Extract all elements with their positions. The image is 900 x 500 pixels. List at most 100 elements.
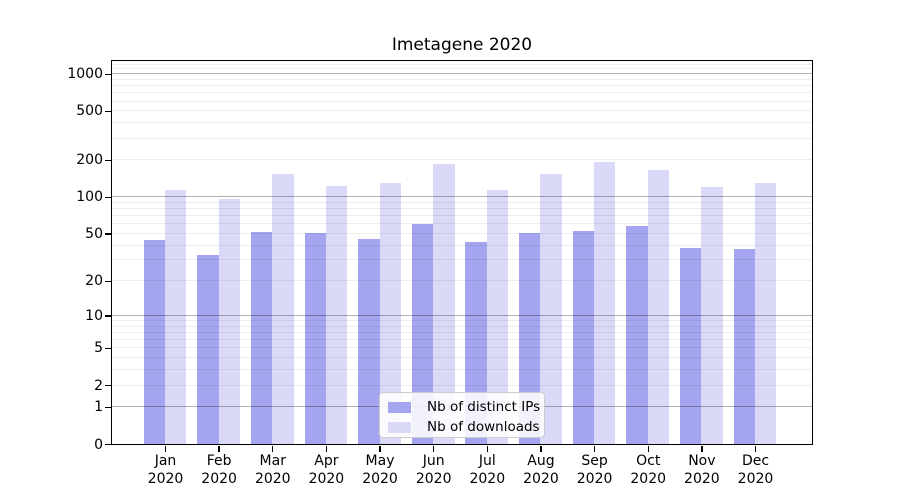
x-tick-label-dec: Dec 2020 <box>719 453 791 488</box>
month-label: May <box>365 453 395 469</box>
month-label: Sep <box>581 453 608 469</box>
bar-downloads-nov <box>701 187 723 444</box>
y-tick-mark <box>105 280 111 283</box>
year-label: 2020 <box>576 470 613 487</box>
x-tick-mark <box>272 446 274 452</box>
y-tick-label: 100 <box>76 189 103 206</box>
bar-distinct-ips-jan <box>143 240 165 444</box>
bar-downloads-mar <box>272 174 294 444</box>
y-tick-label: 500 <box>76 103 103 120</box>
bar-distinct-ips-jun <box>411 223 434 444</box>
bar-distinct-ips-mar <box>250 232 273 444</box>
year-label: 2020 <box>147 470 184 487</box>
x-tick-mark <box>325 446 328 452</box>
bar-downloads-jun <box>433 163 455 444</box>
legend-swatch-downloads-icon <box>388 421 411 433</box>
month-label: Aug <box>527 453 555 469</box>
legend-item-downloads: Nb of downloads <box>386 417 540 437</box>
x-tick-mark <box>754 446 757 452</box>
y-tick-label: 200 <box>76 152 103 169</box>
bar-distinct-ips-sep <box>572 231 595 444</box>
year-label: 2020 <box>630 470 667 487</box>
x-tick-mark <box>432 446 435 452</box>
y-tick-label: 50 <box>85 225 103 242</box>
month-label: Feb <box>206 453 232 469</box>
bar-distinct-ips-may <box>358 238 380 444</box>
month-label: Jun <box>422 453 445 469</box>
x-tick-label-oct: Oct 2020 <box>612 453 684 488</box>
x-tick-label-nov: Nov 2020 <box>666 453 738 488</box>
x-tick-mark <box>218 446 220 452</box>
y-tick-mark <box>105 73 111 75</box>
y-tick-label: 5 <box>94 340 103 357</box>
bar-downloads-jan <box>165 190 187 444</box>
y-tick-label: 2 <box>94 377 103 394</box>
x-tick-mark <box>593 446 596 452</box>
bar-downloads-sep <box>594 162 616 444</box>
bar-downloads-dec <box>754 183 777 444</box>
y-tick-mark <box>105 159 111 161</box>
x-tick-label-jul: Jul 2020 <box>451 453 523 488</box>
y-tick-mark <box>105 384 111 387</box>
year-label: 2020 <box>254 470 291 487</box>
x-tick-label-mar: Mar 2020 <box>237 453 309 488</box>
year-label: 2020 <box>684 470 720 487</box>
y-tick-mark <box>105 315 111 317</box>
y-tick-mark <box>105 406 111 409</box>
year-label: 2020 <box>415 470 452 487</box>
y-tick-label: 0 <box>94 436 103 453</box>
y-tick-mark <box>105 443 111 446</box>
month-label: Jan <box>154 453 177 469</box>
x-tick-label-feb: Feb 2020 <box>183 453 255 488</box>
y-tick-label: 10 <box>85 308 103 324</box>
year-label: 2020 <box>469 470 506 487</box>
month-label: Oct <box>636 453 661 469</box>
year-label: 2020 <box>362 470 398 487</box>
y-tick-mark <box>105 110 111 113</box>
x-tick-mark <box>486 446 488 452</box>
bar-distinct-ips-feb <box>197 255 219 444</box>
bar-distinct-ips-aug <box>519 233 541 444</box>
month-label: Apr <box>314 453 339 469</box>
x-tick-label-aug: Aug 2020 <box>505 453 577 488</box>
x-tick-mark <box>701 446 703 452</box>
month-label: Nov <box>688 453 716 469</box>
legend-swatch-distinct-ips-icon <box>388 401 411 413</box>
legend: Nb of distinct IPs Nb of downloads <box>379 392 545 438</box>
year-label: 2020 <box>737 470 774 487</box>
y-tick-label: 1 <box>94 399 103 416</box>
x-tick-mark <box>164 446 167 452</box>
y-tick-label: 1000 <box>67 66 103 83</box>
year-label: 2020 <box>523 470 559 487</box>
bar-downloads-may <box>379 183 401 444</box>
bar-distinct-ips-oct <box>626 225 648 444</box>
bar-distinct-ips-dec <box>733 249 755 444</box>
legend-item-distinct-ips: Nb of distinct IPs <box>386 397 540 417</box>
y-tick-label: 20 <box>85 273 103 290</box>
month-label: Jul <box>478 453 496 469</box>
x-tick-mark <box>647 446 649 452</box>
x-tick-label-jun: Jun 2020 <box>398 453 470 488</box>
month-label: Mar <box>259 453 286 469</box>
bar-downloads-feb <box>218 199 241 444</box>
y-tick-mark <box>105 196 111 198</box>
chart-title: Imetagene 2020 <box>391 35 533 55</box>
x-tick-label-may: May 2020 <box>344 453 416 488</box>
bar-distinct-ips-nov <box>679 247 702 444</box>
bar-downloads-oct <box>647 170 670 444</box>
x-tick-label-apr: Apr 2020 <box>290 453 362 488</box>
bar-distinct-ips-apr <box>304 233 326 444</box>
year-label: 2020 <box>308 470 345 487</box>
y-tick-mark <box>105 233 111 235</box>
year-label: 2020 <box>201 470 237 487</box>
bar-downloads-jul <box>486 190 509 444</box>
bars-layer <box>112 61 812 444</box>
legend-label-downloads: Nb of downloads <box>427 419 540 435</box>
month-label: Dec <box>741 453 770 469</box>
x-tick-mark <box>540 446 542 452</box>
x-tick-label-jan: Jan 2020 <box>130 453 202 488</box>
bar-downloads-apr <box>325 185 348 444</box>
bar-downloads-aug <box>540 174 562 444</box>
x-tick-mark <box>379 446 381 452</box>
